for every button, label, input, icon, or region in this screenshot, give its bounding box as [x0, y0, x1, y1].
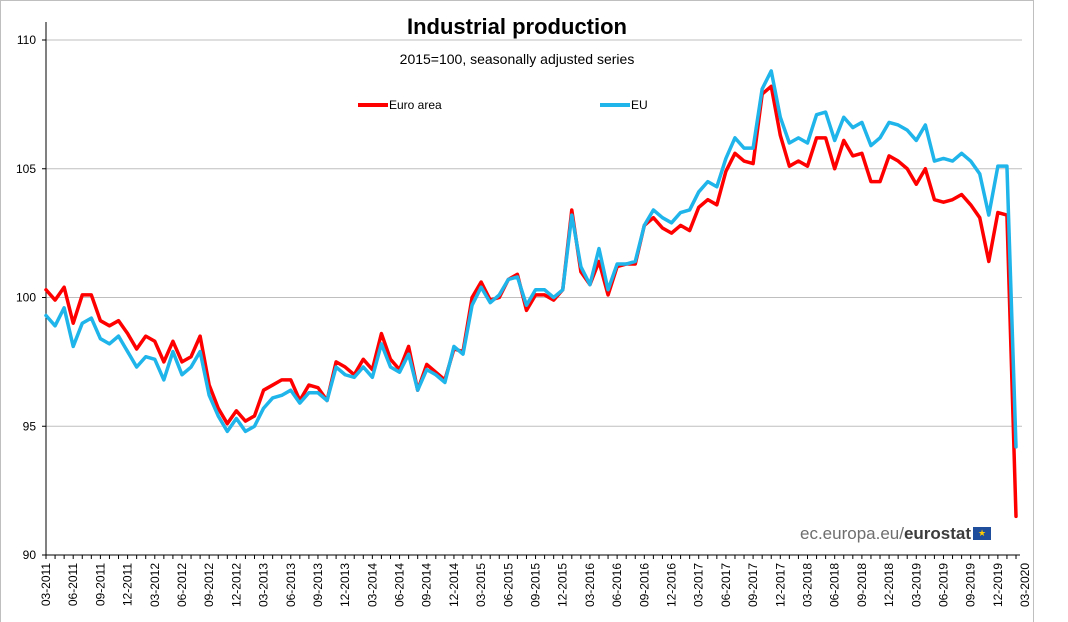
- x-tick-label: 06-2014: [393, 563, 407, 607]
- x-tick-label: 12-2017: [773, 563, 787, 607]
- x-tick-label: 09-2016: [637, 563, 651, 607]
- x-tick-label: 03-2016: [583, 563, 597, 607]
- y-axis-ticks: 90 95 100 105 110: [16, 33, 46, 562]
- x-tick-label: 03-2013: [257, 563, 271, 607]
- x-tick-label: 06-2012: [175, 563, 189, 607]
- legend: Euro area EU: [358, 98, 648, 112]
- x-tick-label: 09-2018: [855, 563, 869, 607]
- x-tick-label: 12-2011: [121, 563, 135, 606]
- x-tick-label: 12-2013: [338, 563, 352, 607]
- axes: [45, 22, 1020, 556]
- x-tick-label: 09-2017: [746, 563, 760, 607]
- y-tick-label: 110: [17, 33, 36, 47]
- x-tick-label: 03-2017: [692, 563, 706, 607]
- x-tick-label: 12-2018: [882, 563, 896, 607]
- x-tick-label: 06-2016: [610, 563, 624, 607]
- source-credit: ec.europa.eu/eurostat: [800, 524, 992, 544]
- series-lines: [44, 69, 1018, 519]
- gridlines: [46, 39, 1022, 427]
- x-tick-label: 12-2014: [447, 563, 461, 607]
- x-tick-label: 06-2017: [719, 563, 733, 607]
- chart-subtitle: 2015=100, seasonally adjusted series: [399, 51, 635, 67]
- chart-frame: [0, 0, 1034, 622]
- x-tick-label: 03-2014: [365, 563, 379, 607]
- x-tick-label: 06-2013: [284, 563, 298, 607]
- series-line: [44, 69, 1018, 449]
- x-tick-label: 09-2013: [311, 563, 325, 607]
- x-tick-label: 03-2019: [909, 563, 923, 607]
- legend-label: EU: [631, 98, 648, 112]
- x-tick-label: 12-2015: [556, 563, 570, 607]
- x-tick-label: 09-2015: [529, 563, 543, 607]
- y-tick-label: 100: [16, 291, 36, 305]
- x-tick-label: 09-2019: [964, 563, 978, 607]
- x-tick-label: 12-2012: [229, 563, 243, 607]
- x-axis-ticks: 03-2011 06-2011 09-2011 12-2011 03-2012 06-20…: [39, 555, 1032, 607]
- y-tick-label: 95: [23, 419, 37, 433]
- x-tick-label: 03-2018: [800, 563, 814, 607]
- credit-prefix: ec.europa.eu/: [800, 524, 904, 543]
- x-tick-label: 09-2012: [202, 563, 216, 607]
- x-tick-label: 12-2016: [665, 563, 679, 607]
- x-tick-label: 03-2011: [39, 563, 53, 606]
- line-chart: 90 95 100 105 110 03-2011 06-2011 09-2011 12-20…: [16, 22, 1032, 607]
- y-tick-label: 105: [16, 162, 36, 176]
- legend-label: Euro area: [389, 98, 442, 112]
- series-line: [44, 84, 1018, 519]
- x-tick-label: 06-2018: [828, 563, 842, 607]
- x-tick-label: 03-2020: [1018, 563, 1032, 607]
- x-tick-label: 09-2014: [420, 563, 434, 607]
- x-tick-label: 12-2019: [991, 563, 1005, 607]
- x-tick-label: 06-2015: [501, 563, 515, 607]
- x-tick-label: 03-2015: [474, 563, 488, 607]
- x-tick-label: 03-2012: [148, 563, 162, 607]
- credit-brand: eurostat: [903, 524, 972, 543]
- x-tick-label: 06-2011: [66, 563, 80, 606]
- y-tick-label: 90: [23, 548, 37, 562]
- chart-title: Industrial production: [407, 14, 627, 39]
- x-tick-label: 09-2011: [93, 563, 107, 606]
- x-tick-label: 06-2019: [936, 563, 950, 607]
- eu-flag-icon: [973, 527, 992, 540]
